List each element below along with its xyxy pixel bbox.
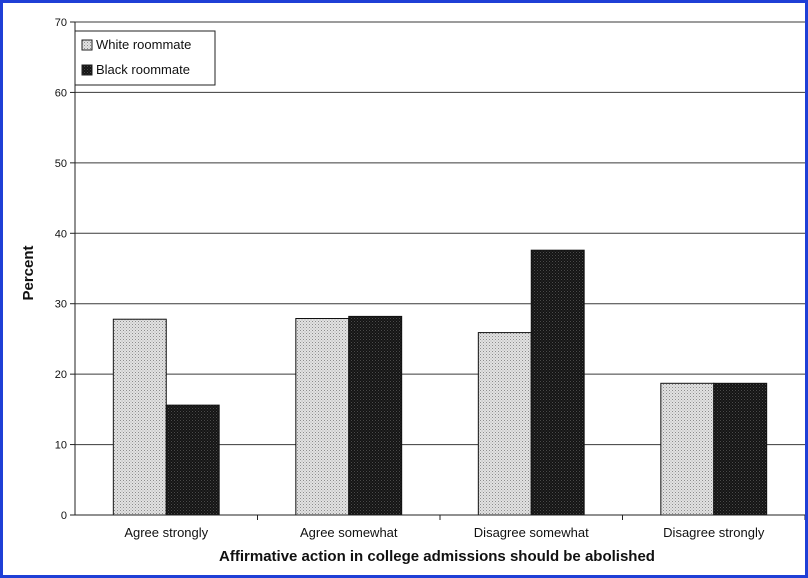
x-category-label: Agree strongly: [124, 525, 208, 540]
bar-white-roommate-agree-strongly: [112, 318, 167, 516]
x-category-label: Disagree somewhat: [474, 525, 589, 540]
y-tick-label: 40: [55, 228, 67, 240]
bar-black-roommate-agree-somewhat: [348, 315, 403, 516]
y-tick-label: 70: [55, 17, 67, 29]
bars: [112, 249, 768, 516]
axes: [70, 21, 805, 520]
legend-label-white-roommate: White roommate: [96, 37, 191, 52]
y-tick-label: 30: [55, 299, 67, 311]
legend-swatch-white-roommate: [81, 39, 93, 51]
bar-white-roommate-disagree-somewhat: [477, 332, 532, 516]
gridlines: [75, 21, 805, 446]
y-tick-labels: 0 10 20 30 40 50 60 70: [55, 17, 67, 522]
y-tick-label: 10: [55, 440, 67, 452]
legend-box: [74, 30, 216, 86]
x-axis-label: Affirmative action in college admissions…: [219, 548, 655, 565]
legend-label-black-roommate: Black roommate: [96, 62, 190, 77]
bar-white-roommate-disagree-strongly: [660, 382, 715, 516]
legend: White roommate Black roommate: [74, 30, 216, 86]
bar-white-roommate-agree-somewhat: [295, 318, 350, 516]
y-tick-label: 0: [61, 510, 67, 522]
bar-chart: 0 10 20 30 40 50 60 70 Agree strongly Agree some…: [20, 17, 805, 565]
y-tick-label: 60: [55, 87, 67, 99]
y-tick-label: 20: [55, 369, 67, 381]
y-tick-label: 50: [55, 158, 67, 170]
bar-black-roommate-disagree-strongly: [713, 382, 768, 516]
bar-black-roommate-disagree-somewhat: [530, 249, 585, 516]
x-category-label: Agree somewhat: [300, 525, 398, 540]
y-axis-label: Percent: [20, 245, 37, 300]
legend-swatch-black-roommate: [81, 64, 93, 76]
x-category-label: Disagree strongly: [663, 525, 765, 540]
bar-black-roommate-agree-strongly: [165, 404, 220, 516]
x-category-labels: Agree strongly Agree somewhat Disagree som…: [124, 525, 764, 540]
